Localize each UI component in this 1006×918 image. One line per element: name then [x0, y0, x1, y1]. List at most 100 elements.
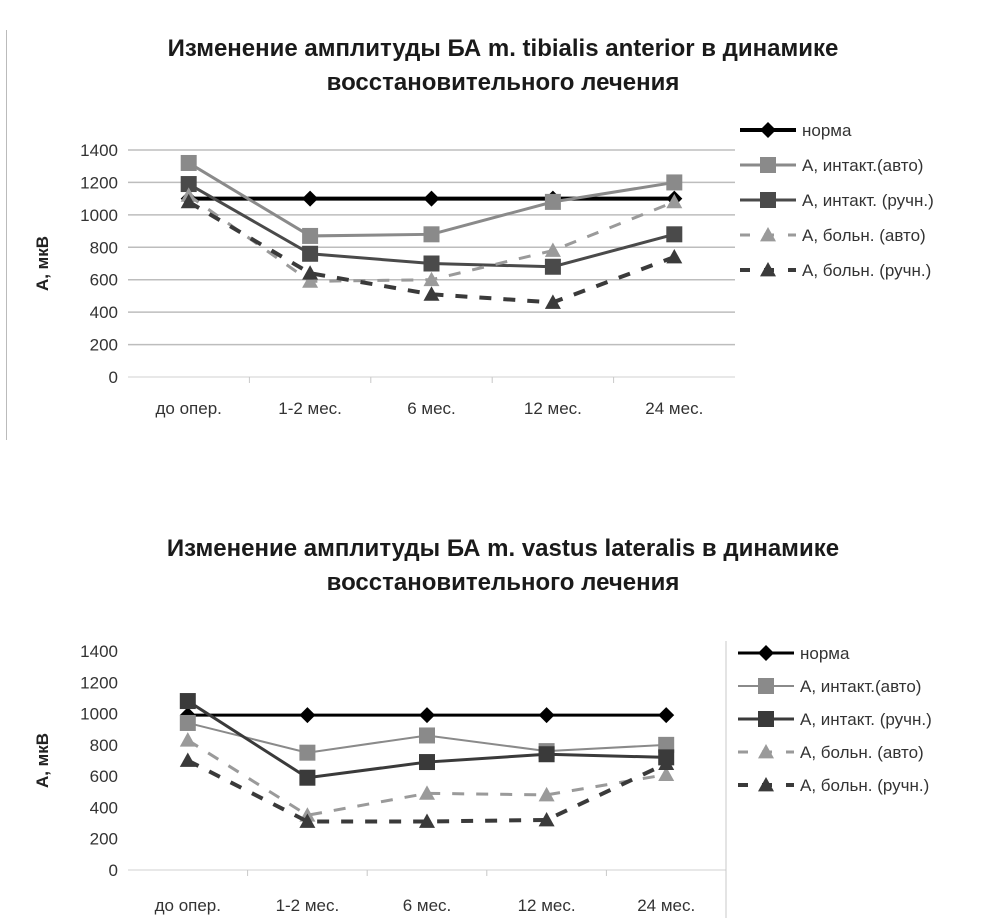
legend-marker	[760, 262, 776, 277]
data-point	[179, 752, 196, 767]
data-point	[419, 813, 435, 828]
data-point	[299, 813, 316, 828]
chart-tibialis-anterior: Изменение амплитуды БА m. tibialis anter…	[0, 0, 1006, 455]
data-point	[658, 755, 675, 771]
data-point	[423, 226, 440, 243]
legend-item: А, интакт.(авто)	[740, 156, 923, 175]
series-line	[187, 738, 667, 817]
legend-label: А, интакт. (ручн.)	[802, 191, 934, 210]
data-point	[666, 174, 683, 191]
legend-label: А, интакт.(авто)	[800, 677, 921, 696]
y-tick-label: 1200	[80, 173, 118, 192]
data-point	[179, 732, 196, 747]
y-tick-label: 1000	[80, 705, 118, 724]
series-line	[186, 758, 668, 824]
series-А, больн. (ручн.)	[179, 752, 675, 828]
x-tick-label: 6 мес.	[403, 896, 452, 915]
y-tick-label: 200	[90, 830, 118, 849]
series-А, больн. (ручн.)	[180, 193, 683, 309]
legend-item: А, больн. (ручн.)	[738, 776, 929, 795]
y-tick-label: 0	[109, 861, 118, 880]
legend-marker	[760, 192, 776, 208]
x-tick-label: 24 мес.	[645, 399, 703, 418]
y-tick-label: 600	[90, 271, 118, 290]
legend-item: А, интакт. (ручн.)	[740, 191, 934, 210]
y-tick-label: 600	[90, 767, 118, 786]
data-point	[299, 769, 316, 786]
data-point	[299, 744, 316, 761]
y-tick-label: 400	[90, 798, 118, 817]
line-chart-plot: 0 200 400 600 800 1000 1200 1400 до опер. 1-2 мес…	[33, 121, 934, 418]
legend-marker	[760, 157, 776, 173]
series-А, интакт.(авто)	[180, 154, 683, 244]
legend-label: норма	[802, 121, 852, 140]
data-point	[423, 255, 440, 272]
data-point	[302, 265, 319, 280]
data-point	[423, 271, 440, 287]
y-tick-label: 1200	[80, 673, 118, 692]
data-point	[419, 754, 435, 771]
y-tick-label: 800	[90, 736, 118, 755]
data-point	[538, 746, 555, 763]
legend-item: А, больн. (авто)	[740, 226, 926, 245]
data-point	[544, 294, 561, 309]
series-А, больн. (авто)	[179, 732, 675, 822]
y-tick-label: 1400	[80, 141, 118, 160]
y-tick-label: 200	[90, 336, 118, 355]
x-tick-label: 6 мес.	[407, 399, 456, 418]
legend-marker	[760, 227, 776, 242]
data-point	[423, 190, 440, 207]
legend-label: А, интакт.(авто)	[802, 156, 923, 175]
legend-label: А, больн. (ручн.)	[802, 261, 931, 280]
chart-title: Изменение амплитуды БА m. vastus lateral…	[0, 532, 1006, 600]
data-point	[299, 707, 316, 724]
data-point	[302, 245, 319, 262]
data-point	[666, 249, 683, 264]
series-А, интакт. (ручн.)	[179, 693, 675, 786]
chart-title: Изменение амплитуды БА m. tibialis anter…	[0, 32, 1006, 100]
data-point	[419, 727, 435, 744]
legend-label: норма	[800, 644, 850, 663]
data-point	[419, 707, 435, 724]
legend-item: А, больн. (авто)	[738, 743, 924, 762]
data-point	[544, 193, 561, 210]
data-point	[179, 714, 196, 731]
data-point	[180, 154, 197, 171]
x-tick-label: до опер.	[156, 399, 222, 418]
chart-title-line-1: Изменение амплитуды БА m. tibialis anter…	[167, 35, 839, 62]
legend-label: А, больн. (авто)	[802, 226, 926, 245]
legend-marker	[758, 777, 774, 792]
data-point	[179, 693, 196, 710]
legend-item: А, больн. (ручн.)	[740, 261, 931, 280]
data-point	[302, 273, 319, 288]
y-axis-label: А, мкВ	[33, 733, 52, 788]
data-point	[180, 193, 197, 209]
x-tick-label: до опер.	[155, 896, 221, 915]
data-point	[302, 227, 319, 244]
legend-label: А, больн. (авто)	[800, 743, 924, 762]
y-axis-label: А, мкВ	[33, 236, 52, 291]
data-point	[658, 736, 675, 753]
data-point	[538, 786, 555, 802]
legend-item: А, интакт.(авто)	[738, 677, 921, 696]
legend-marker	[758, 744, 774, 759]
legend-item: А, интакт. (ручн.)	[738, 710, 932, 729]
data-point	[544, 242, 561, 257]
legend-marker	[758, 645, 774, 661]
y-tick-label: 1000	[80, 206, 118, 225]
x-tick-label: 12 мес.	[518, 896, 576, 915]
legend-marker	[760, 122, 776, 138]
data-point	[423, 286, 440, 301]
y-tick-label: 1400	[80, 642, 118, 661]
chart-title-line-2: восстановительного лечения	[326, 569, 680, 596]
y-tick-label: 800	[90, 238, 118, 257]
data-point	[180, 176, 197, 193]
chart-vastus-lateralis: Изменение амплитуды БА m. vastus lateral…	[0, 470, 1006, 918]
series-норма	[179, 707, 675, 724]
x-tick-label: 12 мес.	[524, 399, 582, 418]
data-point	[302, 190, 319, 207]
data-point	[538, 707, 555, 724]
line-chart-plot: 0 200 400 600 800 1000 1200 1400 до опер. 1-2 мес…	[33, 641, 932, 918]
data-point	[419, 785, 435, 800]
y-tick-label: 0	[109, 368, 118, 387]
